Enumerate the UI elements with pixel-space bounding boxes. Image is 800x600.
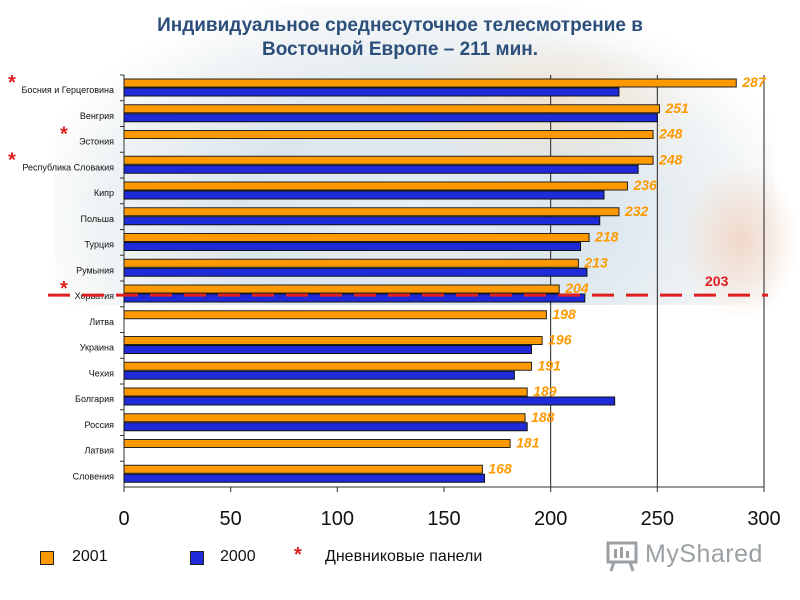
x-tick-label: 100 [321, 508, 354, 530]
bar-2001 [123, 464, 483, 474]
category-label: Болгария [75, 394, 114, 404]
bar-2000 [123, 267, 588, 277]
value-label: 181 [516, 435, 540, 451]
bar-2001 [123, 310, 547, 320]
category-label: Украина [80, 343, 114, 353]
logo-text: MyShared [645, 540, 763, 568]
star-marker: * [60, 278, 68, 300]
legend-note: Дневниковые панели [325, 548, 483, 565]
legend-label-2001: 2001 [72, 548, 108, 565]
title-line-1: Индивидуальное среднесуточное телесмотре… [157, 15, 643, 36]
bar-2001 [123, 413, 526, 423]
value-label: 204 [564, 280, 589, 296]
value-label: 168 [488, 460, 512, 476]
value-label: 198 [552, 306, 576, 322]
category-label: Литва [89, 317, 114, 327]
x-tick-label: 150 [427, 508, 460, 530]
value-label: 248 [658, 126, 683, 142]
category-label: Словения [73, 471, 115, 481]
bar-chart: 0 50 100 150 200 250 300 Босния и Герцеговина * 2… [8, 72, 781, 530]
bar-2001 [123, 361, 532, 371]
bar-2001 [123, 258, 579, 268]
value-label: 189 [533, 383, 557, 399]
legend: 2001 2000 * Дневниковые панели [0, 544, 800, 575]
category-label: Венгрия [80, 111, 114, 121]
star-marker: * [8, 149, 16, 171]
presentation-board-icon [606, 541, 638, 572]
category-label: Босния и Герцеговина [21, 85, 114, 95]
category-label: Кипр [94, 188, 114, 198]
legend-swatch-2000 [190, 551, 204, 565]
bar-2001 [123, 387, 528, 397]
bar-2001 [123, 130, 654, 139]
bar-2000 [123, 216, 601, 226]
value-label: 213 [583, 254, 608, 270]
background-map-shape [680, 160, 800, 320]
bar-2000 [123, 396, 616, 406]
chart-title: Индивидуальное среднесуточное телесмотре… [0, 14, 800, 62]
value-label: 236 [632, 177, 657, 193]
category-label: Россия [84, 420, 114, 430]
bar-2001 [123, 155, 654, 165]
bar-2000 [123, 87, 620, 97]
value-label: 196 [548, 332, 572, 348]
bar-2000 [123, 345, 532, 354]
bar-2000 [123, 113, 658, 123]
value-label: 248 [658, 151, 683, 167]
bar-2000 [123, 242, 582, 251]
bar-2001 [123, 78, 737, 88]
x-tick-label: 50 [220, 508, 242, 530]
x-tick-label: 200 [534, 508, 567, 530]
x-tick-label: 250 [641, 508, 674, 530]
bar-2000 [123, 190, 605, 200]
value-label: 287 [741, 74, 767, 90]
star-marker: * [8, 72, 16, 94]
value-label: 218 [594, 229, 619, 245]
bar-2001 [123, 104, 660, 114]
x-tick-label: 300 [747, 508, 780, 530]
category-label: Республика Словакия [22, 162, 114, 172]
bar-2001 [123, 284, 560, 294]
bar-2001 [123, 207, 620, 217]
value-label: 191 [537, 357, 561, 373]
bar-2001 [123, 181, 628, 191]
bar-2000 [123, 164, 639, 174]
value-label: 232 [624, 203, 649, 219]
category-label: Эстония [79, 137, 114, 147]
legend-star-marker: * [294, 544, 302, 566]
bar-2000 [123, 473, 486, 483]
legend-label-2000: 2000 [220, 548, 256, 565]
bar-2001 [123, 336, 543, 345]
value-label: 251 [664, 100, 689, 116]
value-label: 188 [531, 409, 555, 425]
category-label: Румыния [76, 265, 114, 275]
title-line-2: Восточной Европе – 211 мин. [261, 39, 539, 60]
category-label: Латвия [84, 446, 114, 456]
bar-2001 [123, 233, 590, 242]
category-label: Чехия [89, 368, 114, 378]
category-label: Польша [81, 214, 114, 224]
legend-swatch-2001 [40, 551, 54, 565]
bar-2000 [123, 422, 528, 432]
x-tick-label: 0 [118, 508, 129, 530]
reference-line-label: 203 [705, 273, 729, 289]
bar-2001 [123, 439, 511, 448]
bar-2000 [123, 370, 515, 380]
category-label: Турция [85, 240, 115, 250]
star-marker: * [60, 124, 68, 146]
